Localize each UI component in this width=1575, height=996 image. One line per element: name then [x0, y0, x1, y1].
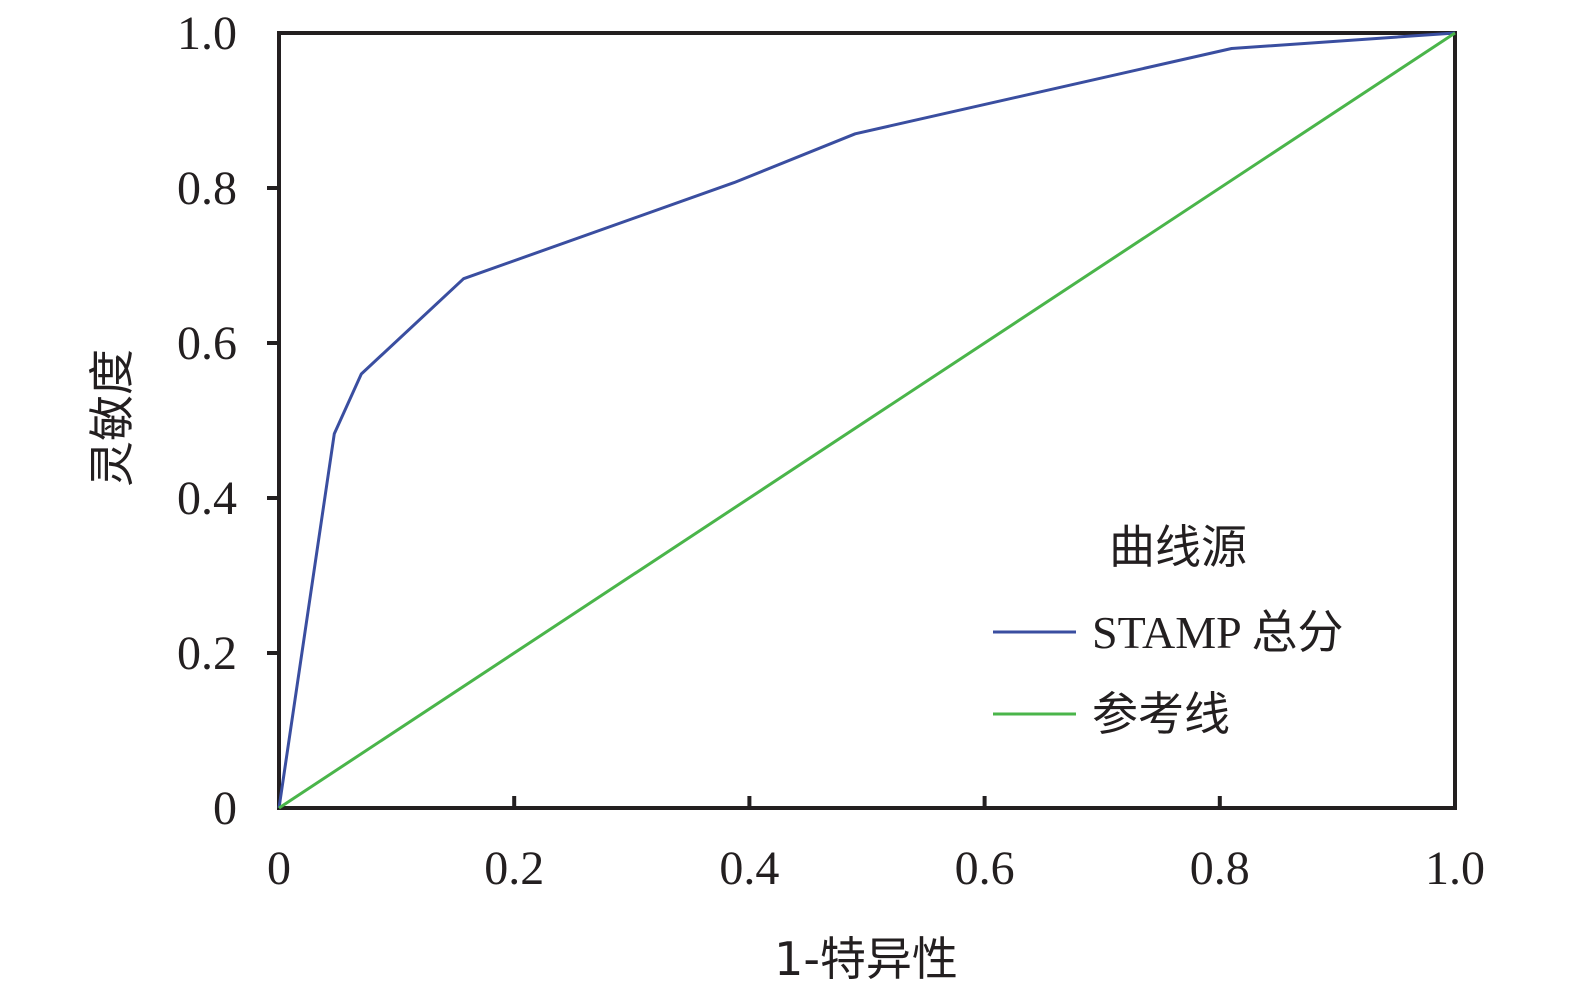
y-axis-title: 灵敏度 — [85, 349, 139, 487]
series-line-reference — [278, 31, 1456, 810]
series-layer — [277, 31, 1456, 810]
x-tick-label: 0 — [267, 842, 291, 895]
y-tick-label: 0.4 — [177, 472, 237, 525]
y-tick-label: 1.0 — [177, 7, 237, 60]
plot-frame — [277, 31, 1457, 810]
series-line-stamp — [277, 31, 1456, 809]
x-tick-label: 0.4 — [719, 842, 779, 895]
x-axis-ticks: 0 0.2 0.4 0.6 0.8 1.0 — [267, 796, 1485, 895]
y-tick-label: 0.8 — [177, 162, 237, 215]
x-tick-label: 0.8 — [1190, 842, 1250, 895]
y-tick-label: 0 — [213, 782, 237, 835]
y-tick-label: 0.2 — [177, 627, 237, 680]
y-axis-ticks: 0 0.2 0.4 0.6 0.8 1.0 — [177, 7, 279, 835]
legend-label-reference: 参考线 — [1092, 689, 1230, 740]
y-tick-label: 0.6 — [177, 317, 237, 370]
x-tick-label: 0.6 — [955, 842, 1015, 895]
x-axis-title: 1-特异性 — [774, 932, 958, 986]
legend-label-stamp: STAMP 总分 — [1092, 607, 1344, 658]
legend-title: 曲线源 — [1109, 520, 1247, 574]
x-tick-label: 1.0 — [1425, 842, 1485, 895]
x-tick-label: 0.2 — [484, 842, 544, 895]
legend: 曲线源 STAMP 总分 参考线 — [993, 520, 1344, 740]
